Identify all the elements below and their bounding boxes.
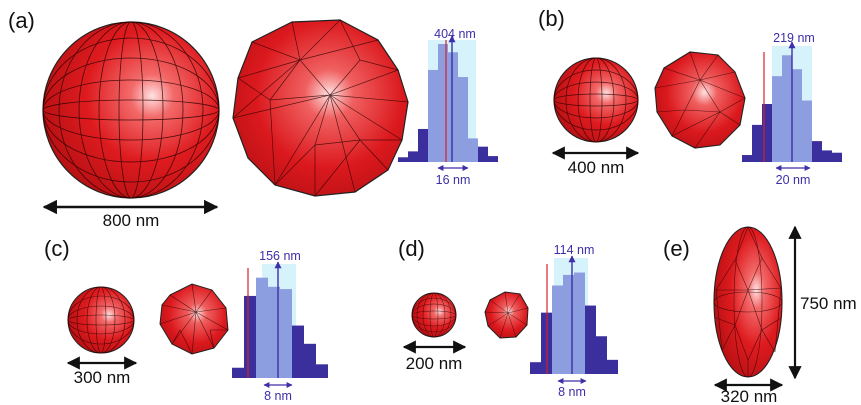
histogram-bar-c	[280, 289, 292, 378]
histogram-bar-a	[408, 151, 418, 162]
histogram-a: 404 nm 16 nm	[398, 27, 498, 187]
ellipsoid-particle-e	[713, 226, 783, 378]
deformed-particle-b	[654, 51, 746, 149]
histogram-bar-a	[488, 156, 498, 162]
dimension-label-a: 800 nm	[103, 211, 160, 230]
deformed-particle-a	[232, 19, 409, 197]
histogram-bar-d	[585, 305, 596, 374]
histogram-bar-a	[428, 69, 438, 162]
panel-label-a: (a)	[8, 8, 35, 33]
smooth-sphere-a	[42, 21, 220, 199]
histogram-bar-c	[304, 343, 316, 378]
histogram-bar-b	[832, 152, 842, 162]
panel-a: (a) 800 nm	[8, 8, 498, 230]
histogram-bar-a	[418, 128, 428, 162]
histogram-bar-a	[448, 52, 458, 163]
panel-label-c: (c)	[44, 236, 70, 261]
histogram-bar-b	[822, 150, 832, 162]
panel-label-e: (e)	[663, 236, 690, 261]
histogram-bar-c	[268, 286, 280, 378]
height-dimension-label-e: 750 nm	[800, 294, 857, 313]
histogram-bar-b	[782, 55, 792, 162]
histogram-bar-a	[438, 44, 448, 162]
histogram-bar-c	[244, 295, 256, 378]
width-label-d: 8 nm	[558, 385, 586, 399]
panel-e: (e) 320 nm 750 nm	[663, 225, 857, 405]
histogram-b: 219 nm 20 nm	[742, 31, 842, 187]
histogram-bar-a	[458, 77, 468, 162]
histogram-bar-a	[478, 146, 488, 162]
smooth-sphere-b	[553, 57, 639, 143]
histogram-bar-b	[762, 104, 772, 162]
histogram-bar-d	[574, 272, 585, 374]
width-label-c: 8 nm	[264, 389, 292, 403]
histogram-bar-b	[802, 100, 812, 162]
histogram-bar-c	[316, 364, 328, 378]
mean-label-a: 404 nm	[434, 27, 476, 41]
histogram-bar-c	[292, 325, 304, 378]
histogram-c: 156 nm 8 nm	[232, 249, 328, 403]
histogram-bar-a	[468, 138, 478, 162]
panel-c: (c) 300 nm 156 nm	[44, 236, 328, 403]
smooth-sphere-d	[411, 292, 457, 338]
deformed-particle-c	[159, 283, 229, 355]
width-label-b: 20 nm	[776, 173, 811, 187]
mean-label-c: 156 nm	[259, 249, 301, 263]
panel-b: (b) 400 nm 219 nm	[538, 6, 842, 187]
histogram-bar-b	[742, 155, 752, 162]
histogram-bar-a	[398, 157, 408, 162]
mean-label-d: 114 nm	[554, 243, 595, 257]
histogram-d: 114 nm 8 nm	[530, 243, 618, 399]
histogram-bar-d	[530, 362, 541, 374]
histogram-bar-d	[552, 285, 563, 374]
histogram-bar-c	[256, 277, 268, 378]
panel-d: (d) 200 nm 114 nm	[398, 236, 618, 399]
histogram-bar-d	[563, 274, 574, 374]
panel-label-d: (d)	[398, 236, 425, 261]
histogram-bar-b	[752, 124, 762, 162]
width-label-a: 16 nm	[436, 173, 471, 187]
mean-label-b: 219 nm	[773, 31, 815, 45]
dimension-label-d: 200 nm	[406, 354, 463, 373]
histogram-bar-b	[792, 69, 802, 162]
histogram-bar-b	[812, 141, 822, 162]
deformed-particle-d	[484, 291, 529, 339]
panel-label-b: (b)	[538, 6, 565, 31]
histogram-bar-d	[596, 336, 607, 374]
histogram-bar-d	[607, 359, 618, 374]
dimension-label-c: 300 nm	[74, 368, 131, 387]
histogram-bar-b	[772, 76, 782, 162]
dimension-label-b: 400 nm	[568, 158, 625, 177]
smooth-sphere-c	[67, 286, 135, 354]
histogram-bar-c	[232, 367, 244, 378]
width-dimension-label-e: 320 nm	[721, 387, 778, 405]
